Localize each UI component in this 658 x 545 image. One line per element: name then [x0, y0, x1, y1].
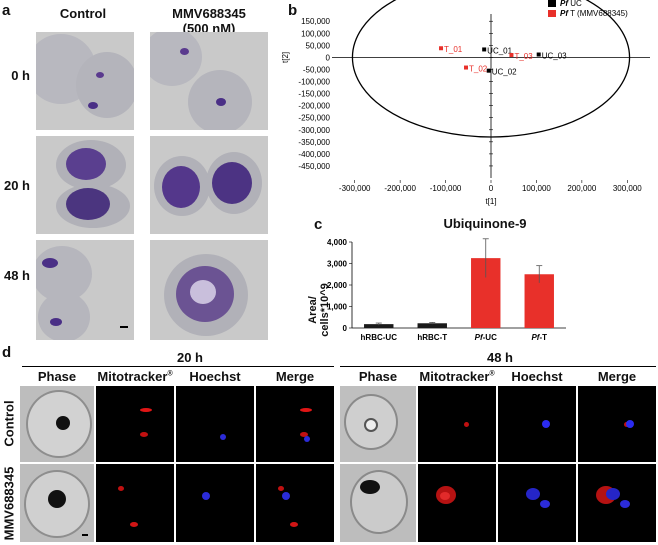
- d-20h-control-phase: [20, 386, 94, 462]
- bar-category-label: hRBC-T: [417, 333, 447, 342]
- panel-d-letter: d: [2, 344, 12, 361]
- pca-legend-swatch: [548, 10, 556, 17]
- pca-confidence-ellipse: [351, 0, 631, 138]
- d-20h-mmv-mitotracker: [96, 464, 174, 542]
- pca-x-tick-label: -200,000: [384, 184, 416, 193]
- panel-a-letter: a: [2, 2, 11, 19]
- d-48h-control-hoechst: [498, 386, 576, 462]
- micrograph-mmv-0h: [150, 32, 268, 130]
- pca-y-tick-label: -50,000: [303, 65, 331, 74]
- d-20h-control-mitotracker: [96, 386, 174, 462]
- pca-x-tick-label: -100,000: [430, 184, 462, 193]
- pca-legend-swatch: [548, 0, 556, 7]
- d-48h-mmv-merge: [578, 464, 656, 542]
- bar-y-tick-label: 1,000: [327, 303, 348, 312]
- panel-a-row-20h: 20 h: [3, 178, 30, 193]
- pca-y-tick-label: -100,000: [298, 78, 330, 87]
- micrograph-mmv-48h: [150, 240, 268, 340]
- d-48h-control-phase: [340, 386, 416, 462]
- panel-b-letter: b: [288, 2, 298, 19]
- d-20h-mmv-merge: [256, 464, 334, 542]
- pca-y-tick-label: -200,000: [298, 102, 330, 111]
- bar-chart-ylabel-line1: Area/: [307, 296, 319, 324]
- d-right-phase-header: Phase: [358, 369, 398, 384]
- pca-y-tick-label: 100,000: [301, 29, 330, 38]
- pca-x-tick-label: 300,000: [613, 184, 642, 193]
- pca-x-tick-label: 0: [489, 184, 494, 193]
- d-48h-mmv-hoechst: [498, 464, 576, 542]
- d-48h-control-merge: [578, 386, 656, 462]
- d-left-mitotracker-header: Mitotracker®: [97, 369, 173, 384]
- d-row-label-mmv: MMV688345: [1, 466, 17, 541]
- micrograph-control-48h: [36, 240, 134, 340]
- micrograph-mmv-20h: [150, 136, 268, 234]
- d-right-merge-header: Merge: [597, 369, 637, 384]
- pca-point-label: UC_01: [487, 46, 512, 55]
- bar-y-tick-label: 4,000: [327, 238, 348, 247]
- pca-y-tick-label: -400,000: [298, 150, 330, 159]
- pca-y-tick-label: -150,000: [298, 90, 330, 99]
- pca-point: [509, 53, 514, 57]
- d-right-mitotracker-header: Mitotracker®: [419, 369, 495, 384]
- bar-category-label: Pf-T: [531, 333, 547, 342]
- bar-category-label: hRBC-UC: [361, 333, 398, 342]
- pca-y-axis-label: t[2]: [281, 52, 290, 63]
- pca-point-label: T_01: [444, 45, 463, 54]
- bar-category-label: Pf-UC: [475, 333, 497, 342]
- d-left-merge-header: Merge: [275, 369, 315, 384]
- bar: [364, 324, 394, 328]
- pca-point-label: T_03: [514, 52, 533, 61]
- panel-d-time-20h: 20 h: [176, 350, 203, 365]
- bar: [417, 323, 447, 328]
- pca-y-tick-label: 150,000: [301, 17, 330, 26]
- pca-x-axis-label: t[1]: [485, 197, 496, 206]
- pca-point: [536, 52, 541, 57]
- bar-chart-ylabel: Area/ cells*10^9: [306, 264, 331, 354]
- bar: [524, 274, 554, 328]
- d-20h-control-merge: [256, 386, 334, 462]
- pca-x-tick-label: 100,000: [522, 184, 551, 193]
- micrograph-control-0h: [36, 32, 134, 130]
- pca-point-label: T_02: [469, 65, 488, 74]
- pca-legend-label: Pf UC: [560, 0, 582, 8]
- pca-point-label: UC_03: [542, 52, 567, 61]
- pca-y-tick-label: 0: [326, 53, 331, 62]
- bar-y-tick-label: 3,000: [327, 260, 348, 269]
- d-row-label-control: Control: [1, 400, 17, 447]
- pca-y-tick-label: -300,000: [298, 126, 330, 135]
- pca-x-tick-label: 200,000: [567, 184, 596, 193]
- d-48h-mmv-phase: [340, 464, 416, 542]
- pca-point: [439, 46, 444, 51]
- d-left-phase-header: Phase: [37, 369, 77, 384]
- pca-y-tick-label: 50,000: [306, 41, 331, 50]
- pca-y-tick-label: -350,000: [298, 138, 330, 147]
- pca-point: [482, 47, 487, 52]
- d-48h-control-mitotracker: [418, 386, 496, 462]
- bar-y-tick-label: 2,000: [327, 281, 348, 290]
- d-48h-mmv-mitotracker: [418, 464, 496, 542]
- d-left-hoechst-header: Hoechst: [189, 369, 241, 384]
- pca-point: [464, 65, 469, 70]
- pca-point: [486, 68, 491, 73]
- pca-x-tick-label: -300,000: [339, 184, 371, 193]
- pca-y-tick-label: -450,000: [298, 162, 330, 171]
- d-20h-mmv-hoechst: [176, 464, 254, 542]
- micrograph-control-20h: [36, 136, 134, 234]
- ubiquinone-bar-chart: 0 1,000 2,000 3,000 4,000 hRBC-UC hRBC-T Pf-UC P…: [327, 238, 566, 342]
- pca-score-plot: 150,000 100,000 50,000 0 -50,000 -100,000 -150…: [281, 0, 650, 206]
- pca-y-tick-label: -250,000: [298, 114, 330, 123]
- d-right-hoechst-header: Hoechst: [511, 369, 563, 384]
- panel-a-row-0h: 0 h: [11, 68, 30, 83]
- panel-a-row-48h: 48 h: [3, 268, 30, 283]
- pca-point-label: UC_02: [492, 68, 517, 77]
- panel-c-letter: c: [314, 216, 323, 233]
- d-20h-mmv-phase: [20, 464, 94, 542]
- d-20h-control-hoechst: [176, 386, 254, 462]
- bar-y-tick-label: 0: [343, 324, 348, 333]
- panel-d-time-48h: 48 h: [486, 350, 513, 365]
- bar-chart-title: Ubiquinone-9: [443, 216, 527, 231]
- pca-legend-label: Pf T (MMV688345): [560, 9, 628, 18]
- panel-a-header-control: Control: [59, 6, 107, 21]
